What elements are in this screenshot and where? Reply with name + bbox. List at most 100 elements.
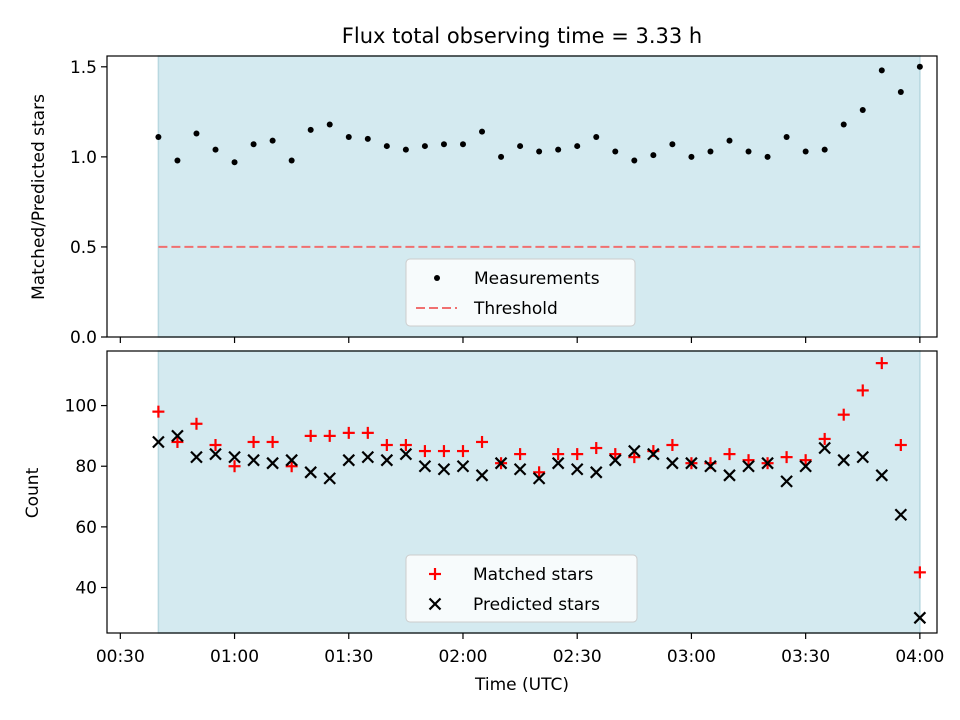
measurement-point (307, 126, 314, 133)
predicted-star-point (513, 462, 527, 476)
matched-star-point (266, 435, 279, 448)
matched-star-point (780, 451, 793, 464)
predicted-star-point (418, 459, 432, 473)
measurement-point (764, 153, 771, 160)
top-legend (405, 258, 636, 327)
legend-measurements-marker (434, 275, 440, 281)
predicted-star-point (875, 469, 889, 482)
matched-star-point (837, 408, 850, 421)
matched-star-point (799, 454, 812, 467)
measurement-point (440, 141, 447, 148)
predicted-star-point (894, 508, 908, 522)
chart-title: Flux total observing time = 3.33 h (342, 24, 702, 48)
top-y-tick-label: 1.5 (70, 58, 97, 78)
measurement-point (802, 148, 809, 155)
matched-star-point (304, 429, 317, 442)
measurement-point (688, 153, 695, 160)
matched-star-point (399, 439, 412, 451)
measurement-point (878, 67, 885, 74)
legend-measurements-label: Measurements (474, 269, 600, 289)
measurement-point (726, 137, 733, 144)
predicted-star-point (570, 462, 584, 476)
predicted-star-point (266, 456, 279, 470)
measurement-point (612, 148, 619, 155)
legend-predicted-marker (428, 597, 442, 611)
matched-star-point (361, 426, 374, 439)
predicted-star-point (304, 466, 317, 479)
x-tick-label: 02:00 (438, 647, 487, 667)
measurement-point (326, 121, 333, 128)
measurement-point (536, 148, 543, 155)
measurement-point (783, 134, 790, 141)
measurement-point (840, 121, 847, 128)
matched-star-point (247, 435, 260, 448)
predicted-star-point (685, 456, 698, 470)
matched-star-point (228, 460, 241, 473)
predicted-star-point (913, 611, 927, 625)
legend-matched-label: Matched stars (473, 565, 593, 585)
measurement-point (479, 128, 486, 135)
predicted-star-point (475, 469, 489, 482)
predicted-star-point (323, 472, 337, 485)
matched-star-point (875, 357, 888, 370)
matched-star-point (856, 384, 869, 397)
measurement-point (631, 157, 638, 164)
matched-star-point (571, 448, 584, 461)
predicted-star-point (342, 453, 356, 467)
measurement-point (859, 107, 866, 114)
predicted-star-point (856, 450, 870, 464)
measurement-point (555, 146, 562, 153)
matched-star-point (380, 439, 393, 451)
measurement-point (916, 63, 923, 70)
legend-threshold-label: Threshold (473, 299, 558, 319)
predicted-star-point (494, 456, 508, 470)
predicted-star-point (152, 435, 165, 449)
matched-star-point (171, 435, 184, 448)
top-y-tick-label: 0.0 (70, 328, 97, 348)
matched-star-point (437, 445, 450, 458)
predicted-star-point (532, 472, 546, 485)
measurement-point (421, 143, 428, 150)
predicted-star-point (209, 447, 222, 461)
measurement-point (364, 135, 371, 142)
predicted-star-point (837, 453, 850, 467)
measurement-point (231, 159, 238, 166)
legend-matched-marker (429, 568, 441, 580)
measurement-point (897, 89, 904, 96)
matched-star-point (590, 442, 603, 455)
measurement-point (288, 157, 295, 164)
measurement-point (193, 130, 200, 137)
measurement-point (669, 141, 676, 148)
matched-star-point (342, 426, 355, 439)
predicted-star-point (742, 459, 755, 473)
predicted-star-point (799, 459, 812, 473)
predicted-star-point (609, 453, 622, 467)
predicted-star-point (666, 456, 679, 470)
measurement-point (459, 141, 466, 148)
top-y-axis-label: Matched/Predicted stars (29, 94, 49, 300)
predicted-star-point (761, 456, 774, 470)
bottom-y-axis-label: Count (23, 467, 43, 518)
predicted-star-point (704, 459, 717, 473)
x-tick-label: 02:30 (553, 647, 602, 667)
predicted-star-point (818, 441, 831, 455)
measurement-point (383, 143, 390, 150)
x-tick-label: 03:00 (667, 647, 716, 667)
matched-star-point (628, 451, 641, 464)
measurement-point (821, 146, 828, 153)
top-y-tick-label: 1.0 (70, 148, 97, 168)
matched-star-point (456, 445, 469, 458)
matched-star-point (533, 466, 546, 479)
matched-star-point (190, 417, 203, 430)
matched-star-point (552, 448, 565, 461)
matched-star-point (742, 454, 755, 467)
predicted-star-point (361, 450, 375, 464)
top-y-tick-label: 0.5 (70, 238, 97, 258)
matched-star-point (913, 566, 926, 579)
predicted-star-point (723, 469, 736, 482)
x-tick-label: 01:30 (324, 647, 373, 667)
matched-star-point (666, 439, 679, 451)
predicted-star-point (228, 450, 241, 464)
matched-star-point (609, 448, 622, 461)
